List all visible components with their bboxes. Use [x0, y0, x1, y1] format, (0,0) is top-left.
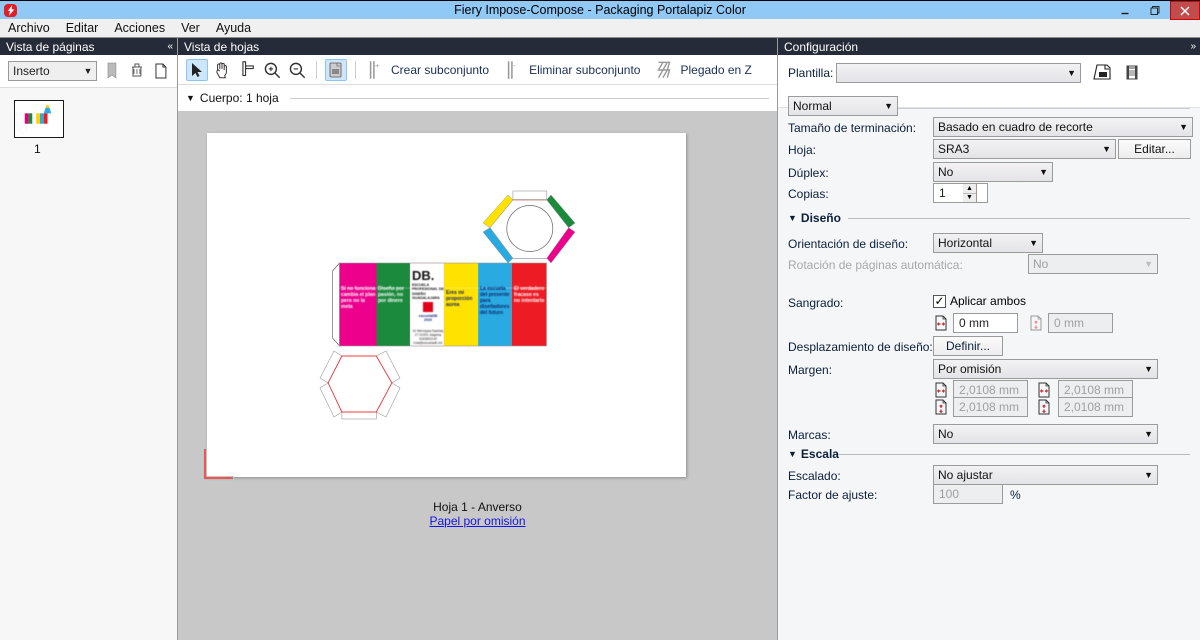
- svg-text:+: +: [375, 60, 380, 69]
- svg-text:-: -: [513, 60, 516, 69]
